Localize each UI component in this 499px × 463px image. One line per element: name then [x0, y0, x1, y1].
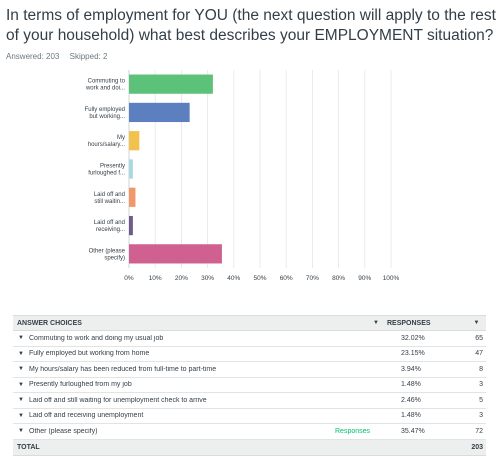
expand-chevron-icon[interactable]: ▼	[18, 428, 24, 435]
category-label: Fully employed but working...	[85, 107, 126, 120]
x-tick-label: 100%	[383, 275, 400, 282]
answer-choices-table: ANSWER CHOICES ▼ RESPONSES ▼ ▼ Commuting …	[13, 315, 486, 456]
responses-link[interactable]: Responses	[335, 427, 371, 435]
answer-choice-label: Presently furloughed from my job	[29, 381, 132, 389]
category-label-line: hours/salary...	[88, 142, 126, 148]
response-percent: 1.48%	[401, 381, 421, 389]
expand-chevron-icon[interactable]: ▼	[18, 335, 24, 342]
answer-choice-label: Fully employed but working from home	[29, 350, 150, 358]
answer-choice-label: Laid off and receiving unemployment	[29, 412, 144, 420]
response-count: 5	[479, 396, 483, 404]
bar	[129, 131, 140, 151]
category-label-line: receiving...	[96, 227, 125, 233]
answer-choice-label: My hours/salary has been reduced from fu…	[29, 365, 217, 373]
table-row: ▼ Presently furloughed from my job 1.48% 3	[13, 378, 486, 393]
category-label-line: furloughed f...	[88, 171, 125, 177]
category-label-line: Laid off and	[94, 192, 125, 198]
response-count: 72	[475, 427, 483, 435]
category-label: Laid off and still waitin...	[94, 192, 126, 205]
category-label: Laid off and receiving...	[94, 220, 126, 233]
answer-choice-label: Laid off and still waiting for unemploym…	[29, 396, 207, 404]
response-count: 8	[479, 365, 483, 373]
table-row: ▼ Laid off and still waiting for unemploy…	[13, 393, 486, 409]
table-row: ▼ Fully employed but working from home 23.…	[13, 347, 486, 362]
category-label-line: Presently	[100, 164, 125, 170]
category-label-line: but working...	[89, 114, 125, 120]
response-stats: Answered: 203 Skipped: 2	[6, 52, 115, 61]
category-label: Presently furloughed f...	[88, 164, 125, 177]
table-row: ▼ My hours/salary has been reduced from f…	[13, 362, 486, 378]
bar	[129, 102, 190, 123]
answer-choice-label: Commuting to work and doing my usual job	[29, 334, 164, 342]
response-percent: 23.15%	[401, 350, 425, 358]
bar	[129, 244, 222, 264]
answered-count: Answered: 203	[6, 52, 60, 61]
category-label-line: Laid off and	[94, 220, 125, 226]
skipped-count: Skipped: 2	[69, 52, 108, 61]
response-percent: 32.02%	[401, 334, 425, 342]
table-row: ▼ Other (please specify) Responses 35.47% 72	[13, 424, 486, 440]
response-count: 3	[479, 381, 483, 389]
response-count: 65	[475, 334, 483, 342]
expand-chevron-icon[interactable]: ▼	[18, 397, 24, 404]
category-label-line: Commuting to	[88, 79, 126, 85]
employment-bar-chart: Commuting to work and doi... Fully employe…	[85, 70, 400, 282]
table-row: ▼ Commuting to work and doing my usual jo…	[13, 331, 486, 347]
expand-chevron-icon[interactable]: ▼	[18, 381, 24, 388]
sort-responses-icon[interactable]: ▼	[473, 320, 480, 326]
category-label: My hours/salary...	[88, 135, 126, 148]
category-label: Commuting to work and doi...	[85, 79, 126, 92]
bar	[129, 159, 133, 179]
category-label-line: specify)	[104, 255, 125, 261]
question-title: In terms of employment for YOU (the next…	[6, 7, 496, 44]
x-tick-label: 60%	[280, 275, 293, 282]
x-tick-label: 0%	[124, 275, 134, 282]
x-tick-label: 90%	[358, 275, 371, 282]
category-label-line: Fully employed	[85, 107, 125, 113]
expand-chevron-icon[interactable]: ▼	[18, 412, 24, 419]
category-label-line: work and doi...	[85, 86, 125, 92]
response-count: 3	[479, 412, 483, 420]
bar	[129, 215, 133, 236]
response-percent: 2.46%	[401, 396, 421, 404]
total-count: 203	[471, 443, 483, 451]
bar	[129, 74, 213, 94]
x-tick-label: 30%	[201, 275, 214, 282]
table-body: ▼ Commuting to work and doing my usual jo…	[13, 331, 486, 440]
expand-chevron-icon[interactable]: ▼	[18, 350, 24, 357]
response-percent: 35.47%	[401, 427, 425, 435]
x-tick-label: 20%	[175, 275, 188, 282]
header-responses[interactable]: RESPONSES	[387, 319, 431, 327]
category-label-line: still waitin...	[94, 199, 125, 205]
category-label: Other (please specify)	[89, 248, 126, 261]
table-row: ▼ Laid off and receiving unemployment 1.48…	[13, 409, 486, 424]
bar	[129, 187, 136, 207]
table-header: ANSWER CHOICES ▼ RESPONSES ▼	[13, 315, 486, 331]
x-tick-label: 10%	[149, 275, 162, 282]
category-label-line: My	[117, 135, 125, 141]
response-count: 47	[475, 350, 483, 358]
x-tick-label: 80%	[332, 275, 345, 282]
total-label: TOTAL	[17, 443, 40, 451]
x-tick-label: 40%	[227, 275, 240, 282]
header-answer-choices[interactable]: ANSWER CHOICES	[17, 319, 82, 327]
x-tick-label: 70%	[306, 275, 319, 282]
response-percent: 1.48%	[401, 412, 421, 420]
sort-choices-icon[interactable]: ▼	[373, 320, 379, 326]
answer-choice-label: Other (please specify)	[29, 427, 98, 435]
expand-chevron-icon[interactable]: ▼	[18, 366, 24, 373]
total-row: TOTAL 203	[13, 439, 486, 456]
response-percent: 3.94%	[401, 365, 421, 373]
category-label-line: Other (please	[89, 248, 126, 254]
x-tick-label: 50%	[253, 275, 266, 282]
